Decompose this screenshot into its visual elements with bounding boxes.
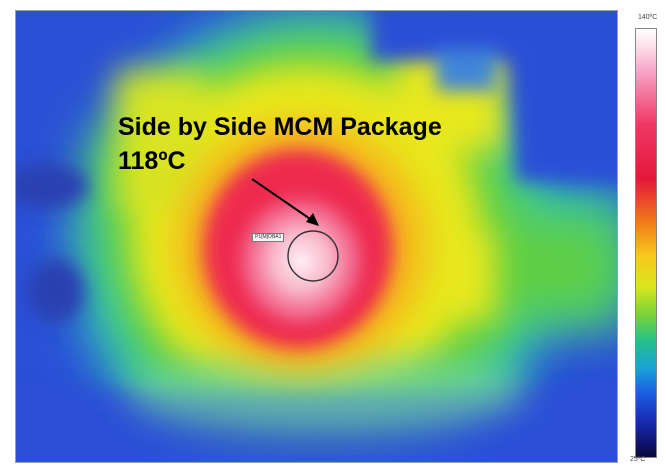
color-scale: 140ºC 25ºC bbox=[628, 10, 666, 472]
thermal-heatmap bbox=[16, 11, 617, 462]
scale-gradient-bar bbox=[635, 28, 657, 458]
spot-marker-label: P1[M]OBA1 bbox=[252, 233, 285, 242]
annotation-arrow-head bbox=[306, 213, 319, 226]
lower-band bbox=[126, 351, 526, 431]
scale-max-label: 140ºC bbox=[638, 14, 658, 21]
thermal-image bbox=[15, 10, 618, 463]
spot-marker-circle bbox=[287, 230, 339, 282]
hot-core bbox=[223, 181, 379, 341]
scale-min-label: 25ºC bbox=[630, 456, 646, 463]
annotation-title: Side by Side MCM Package bbox=[118, 113, 442, 141]
annotation-arrow-line bbox=[251, 178, 317, 224]
annotation-temperature: 118ºC bbox=[118, 147, 186, 175]
